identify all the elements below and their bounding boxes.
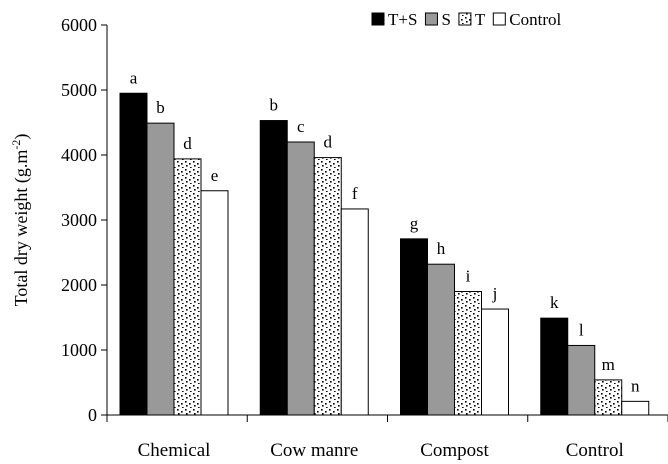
y-tick-label: 5000: [61, 80, 97, 100]
y-tick-label: 2000: [61, 275, 97, 295]
x-category-labels: Chemical Cow manre Compost Control: [138, 440, 624, 461]
y-tick-label: 1000: [61, 340, 97, 360]
bar: [454, 291, 482, 416]
x-category-label: Chemical: [138, 440, 211, 461]
significance-letter: m: [602, 355, 615, 374]
significance-letter: e: [211, 166, 219, 185]
legend-label: T: [475, 10, 486, 29]
significance-letter: g: [410, 214, 419, 233]
significance-letter: i: [466, 267, 471, 286]
x-category-label: Cow manre: [270, 440, 358, 461]
y-ticks: 0 1000 2000 3000 4000 5000 6000: [61, 15, 107, 425]
bar: [286, 141, 315, 416]
significance-letter: l: [579, 320, 584, 339]
significance-letter: n: [631, 376, 640, 395]
bar: [427, 263, 455, 416]
significance-letter: d: [183, 134, 192, 153]
bar: [119, 92, 148, 416]
legend-label: Control: [509, 10, 561, 29]
significance-letter: a: [130, 68, 138, 87]
legend: T+S S T Control: [371, 10, 562, 29]
bar: [146, 122, 175, 416]
significance-letter: h: [437, 239, 446, 258]
bar: [621, 400, 650, 416]
bar: [313, 157, 342, 416]
legend-swatch: [458, 12, 472, 26]
y-tick-label: 4000: [61, 145, 97, 165]
bar: [594, 379, 623, 416]
legend-swatch: [424, 12, 438, 26]
legend-label: S: [441, 10, 450, 29]
y-axis-label-close: ): [11, 134, 32, 140]
bar: [200, 190, 229, 416]
bar: [340, 208, 369, 416]
bar: [567, 344, 596, 416]
bar: [259, 120, 288, 416]
legend-label: T+S: [388, 10, 417, 29]
x-ticks: [106, 415, 668, 422]
significance-letter: b: [270, 96, 279, 115]
bar: [173, 158, 202, 416]
legend-swatch: [492, 12, 506, 26]
significance-letter: d: [324, 133, 333, 152]
y-tick-label: 6000: [61, 15, 97, 35]
y-tick-label: 3000: [61, 210, 97, 230]
significance-letter: c: [297, 117, 305, 136]
y-tick-label: 0: [88, 405, 97, 425]
bars: [119, 92, 650, 416]
bar: [400, 238, 428, 416]
y-axis-label-sup: -2: [9, 140, 23, 150]
significance-letter: j: [492, 284, 498, 303]
bar: [481, 308, 509, 416]
significance-letter: f: [352, 184, 358, 203]
x-category-label: Control: [566, 440, 624, 461]
x-category-label: Compost: [420, 440, 489, 461]
significance-letter: b: [156, 98, 165, 117]
significance-letter: k: [550, 293, 559, 312]
y-axis-label: Total dry weight (g.m-2): [9, 134, 32, 307]
y-axis-label-main: Total dry weight (g.m: [11, 150, 32, 307]
legend-swatch: [371, 12, 385, 26]
bar: [540, 317, 569, 416]
